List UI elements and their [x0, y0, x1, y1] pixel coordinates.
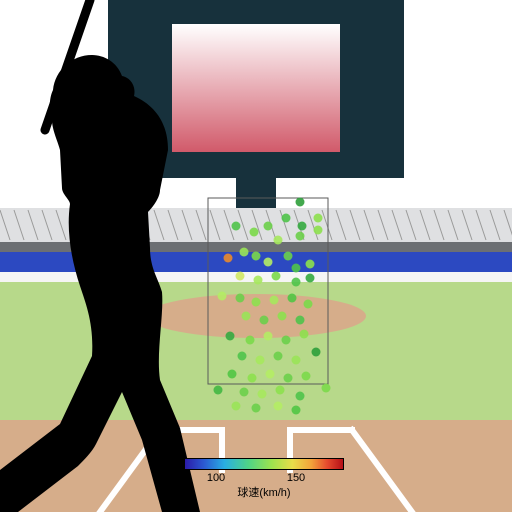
overlay-svg [0, 0, 512, 512]
legend-label: 球速(km/h) [184, 484, 344, 500]
legend-tick: 100 [207, 472, 225, 484]
legend-tick: 150 [287, 472, 305, 484]
legend: 100 150 球速(km/h) [184, 458, 344, 500]
pitch-chart-stage: 100 150 球速(km/h) [0, 0, 512, 512]
legend-colorbar [184, 458, 344, 470]
legend-ticks: 100 150 [184, 472, 344, 486]
